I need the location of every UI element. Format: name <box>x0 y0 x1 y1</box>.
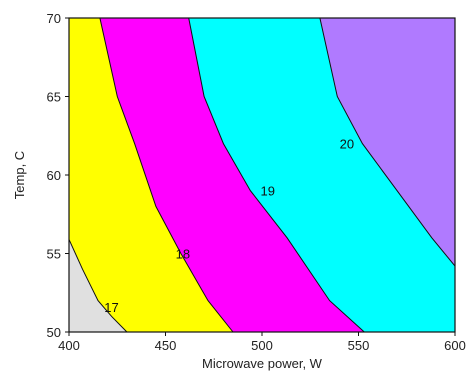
y-tick-label: 60 <box>47 168 61 183</box>
contour-label-20: 20 <box>340 137 354 152</box>
x-axis-title: Microwave power, W <box>202 356 323 371</box>
y-tick-label: 55 <box>47 247 61 262</box>
region-below-18 <box>69 18 233 332</box>
y-tick-label: 65 <box>47 90 61 105</box>
contour-label-18: 18 <box>176 247 190 262</box>
y-axis: 50 55 60 65 70 <box>47 11 69 340</box>
region-below-17 <box>69 239 127 332</box>
x-tick-label: 450 <box>155 338 177 353</box>
x-axis: 400 450 500 550 600 <box>58 332 466 353</box>
contour-label-19: 19 <box>261 184 275 199</box>
contour-line-17 <box>68 239 128 333</box>
y-tick-label: 50 <box>47 325 61 340</box>
y-tick-label: 70 <box>47 11 61 26</box>
contour-labels: 17 18 19 20 <box>104 137 354 315</box>
x-tick-label: 500 <box>251 338 273 353</box>
contour-line-18 <box>99 17 234 333</box>
x-tick-label: 400 <box>58 338 80 353</box>
contour-label-17: 17 <box>104 300 118 315</box>
contour-lines <box>68 17 456 333</box>
x-tick-label: 550 <box>348 338 370 353</box>
contour-regions <box>69 18 455 332</box>
contour-line-20 <box>319 17 456 267</box>
x-tick-label: 600 <box>444 338 466 353</box>
y-axis-title: Temp, C <box>12 151 27 199</box>
contour-line-19 <box>188 17 365 333</box>
